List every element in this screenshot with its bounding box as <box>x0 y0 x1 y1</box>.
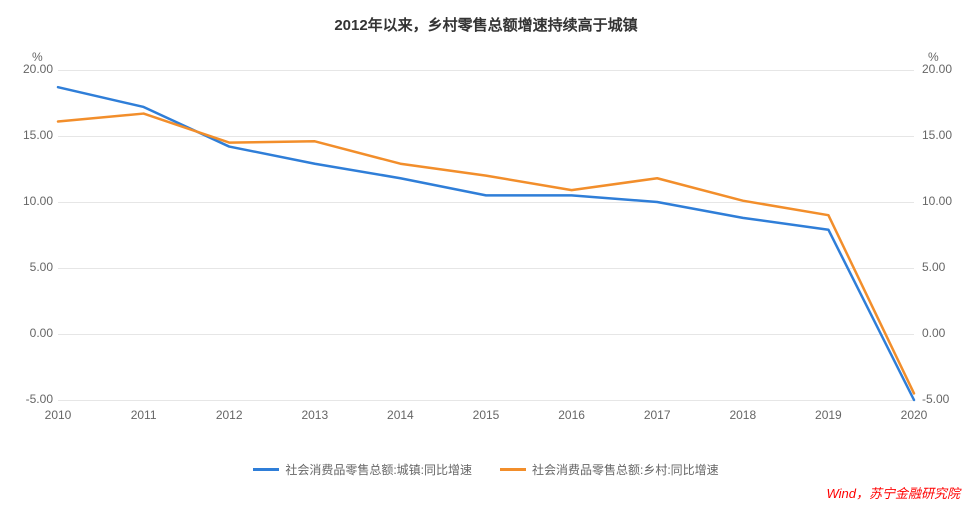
legend-label: 社会消费品零售总额:乡村:同比增速 <box>532 461 719 478</box>
y-tick-right: 0.00 <box>922 326 972 340</box>
y-tick-left: 5.00 <box>3 260 53 274</box>
x-tick: 2015 <box>461 408 511 422</box>
y-tick-right: -5.00 <box>922 392 972 406</box>
plot-area <box>58 70 914 400</box>
x-tick: 2014 <box>375 408 425 422</box>
x-tick: 2012 <box>204 408 254 422</box>
y-tick-left: 0.00 <box>3 326 53 340</box>
y-tick-left: 15.00 <box>3 128 53 142</box>
y-tick-right: 15.00 <box>922 128 972 142</box>
chart-container: 2012年以来，乡村零售总额增速持续高于城镇 % % 社会消费品零售总额:城镇:… <box>0 0 972 508</box>
legend-item: 社会消费品零售总额:城镇:同比增速 <box>253 461 472 478</box>
x-tick: 2016 <box>547 408 597 422</box>
series-layer <box>58 70 914 400</box>
chart-title: 2012年以来，乡村零售总额增速持续高于城镇 <box>0 14 972 35</box>
legend-swatch <box>500 468 526 471</box>
y-tick-left: 20.00 <box>3 62 53 76</box>
x-tick: 2017 <box>632 408 682 422</box>
x-tick: 2018 <box>718 408 768 422</box>
x-tick: 2020 <box>889 408 939 422</box>
legend-item: 社会消费品零售总额:乡村:同比增速 <box>500 461 719 478</box>
y-tick-right: 5.00 <box>922 260 972 274</box>
legend: 社会消费品零售总额:城镇:同比增速 社会消费品零售总额:乡村:同比增速 <box>0 460 972 478</box>
x-tick: 2010 <box>33 408 83 422</box>
legend-swatch <box>253 468 279 471</box>
legend-label: 社会消费品零售总额:城镇:同比增速 <box>285 461 472 478</box>
x-tick: 2011 <box>119 408 169 422</box>
y-tick-left: 10.00 <box>3 194 53 208</box>
y-tick-right: 10.00 <box>922 194 972 208</box>
x-tick: 2019 <box>803 408 853 422</box>
y-tick-right: 20.00 <box>922 62 972 76</box>
gridline <box>58 400 914 401</box>
series-line <box>58 114 914 394</box>
series-line <box>58 87 914 400</box>
y-tick-left: -5.00 <box>3 392 53 406</box>
source-note: Wind，苏宁金融研究院 <box>826 483 960 502</box>
x-tick: 2013 <box>290 408 340 422</box>
